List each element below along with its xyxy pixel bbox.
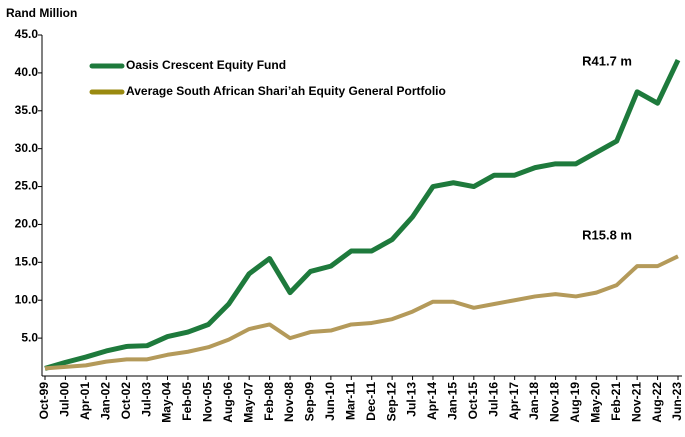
- y-tick-label: 40.0: [15, 65, 39, 79]
- x-tick-label: May-04: [160, 382, 174, 423]
- y-tick-label: 20.0: [15, 217, 39, 231]
- legend-label: Oasis Crescent Equity Fund: [126, 58, 286, 72]
- x-tick-label: Feb-08: [262, 382, 276, 421]
- x-tick-label: Sep-09: [303, 382, 317, 422]
- y-tick-label: 35.0: [15, 103, 39, 117]
- x-tick-label: May-07: [241, 382, 255, 423]
- x-tick-label: Mar-11: [343, 382, 357, 420]
- x-tick-label: Jun-10: [323, 382, 337, 421]
- x-tick-label: Aug-19: [568, 382, 582, 423]
- x-tick-label: Apr-17: [507, 382, 521, 420]
- y-tick-label: 25.0: [15, 179, 39, 193]
- series-line: [44, 254, 679, 371]
- x-tick-label: Nov-05: [201, 382, 215, 422]
- x-tick-label: Jul-16: [486, 382, 500, 417]
- annotation: R41.7 m: [582, 53, 632, 68]
- x-tick-label: Nov-21: [629, 382, 643, 422]
- x-tick-label: Oct-99: [37, 382, 51, 420]
- x-tick-label: Oct-15: [466, 382, 480, 420]
- y-tick-label: 15.0: [15, 255, 39, 269]
- x-tick-label: Apr-14: [425, 382, 439, 420]
- x-tick-label: Feb-05: [180, 382, 194, 421]
- y-tick-label: 30.0: [15, 141, 39, 155]
- x-tick-label: Aug-06: [221, 382, 235, 423]
- series-line: [44, 58, 681, 371]
- x-tick-label: Jan-02: [98, 382, 112, 420]
- x-tick-label: Nov-08: [282, 382, 296, 422]
- x-tick-label: Nov-18: [548, 382, 562, 422]
- y-tick-label: 5.0: [21, 330, 38, 344]
- x-tick-label: Jan-15: [446, 382, 460, 420]
- x-tick-label: Sep-12: [384, 382, 398, 422]
- x-tick-label: Feb-21: [609, 382, 623, 421]
- x-tick-label: Jul-00: [58, 382, 72, 417]
- x-tick-label: Jun-23: [670, 382, 684, 421]
- legend-label: Average South African Shari’ah Equity Ge…: [126, 84, 446, 98]
- x-tick-label: Jan-18: [527, 382, 541, 420]
- x-tick-label: Aug-22: [650, 382, 664, 423]
- y-tick-label: 10.0: [15, 292, 39, 306]
- x-tick-label: Dec-11: [364, 382, 378, 421]
- x-tick-label: May-20: [588, 382, 602, 423]
- x-tick-label: Oct-02: [119, 382, 133, 420]
- x-tick-label: Apr-01: [78, 382, 92, 420]
- x-tick-label: Jul-13: [405, 382, 419, 417]
- annotation: R15.8 m: [582, 227, 632, 242]
- y-axis-title: Rand Million: [6, 6, 77, 20]
- x-tick-label: Jul-03: [139, 382, 153, 417]
- y-tick-label: 45.0: [15, 27, 39, 41]
